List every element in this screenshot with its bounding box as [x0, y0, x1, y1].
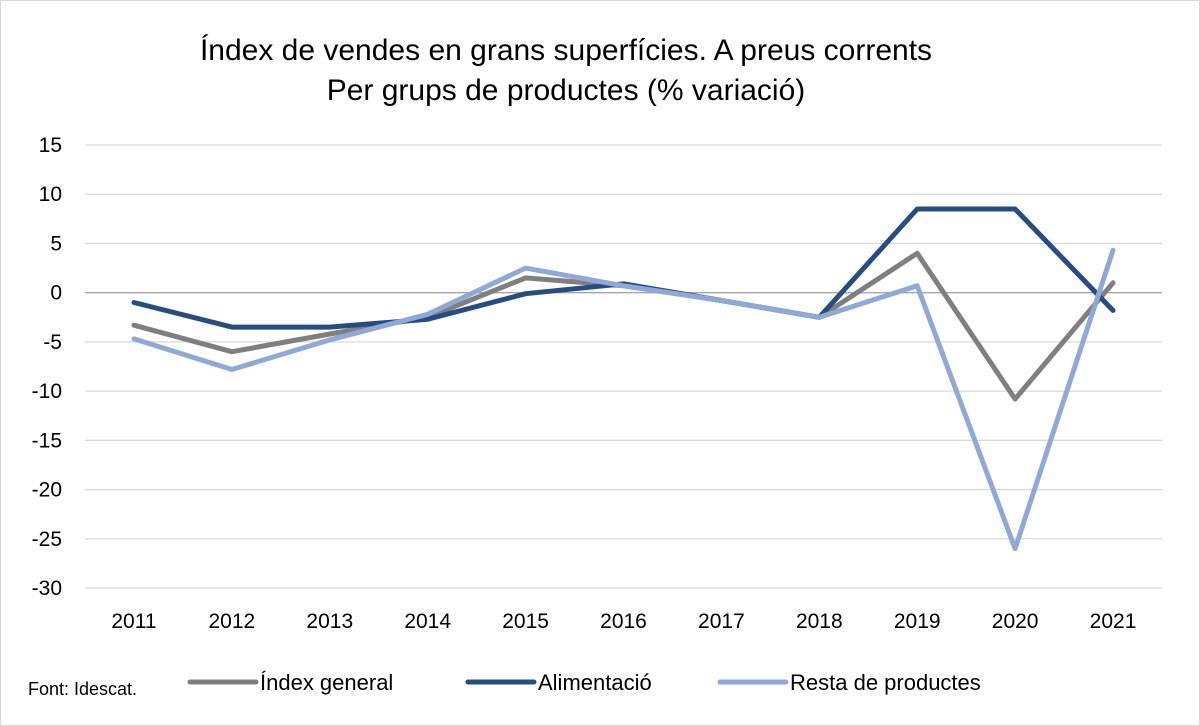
chart-title-line-1: Índex de vendes en grans superfícies. A … — [200, 34, 932, 67]
chart-title-line-2: Per grups de productes (% variació) — [327, 74, 806, 107]
y-tick-label: 0 — [50, 282, 62, 305]
x-tick-label: 2013 — [306, 610, 353, 633]
x-tick-label: 2021 — [1090, 610, 1137, 633]
y-tick-label: -25 — [32, 528, 62, 551]
series-line-2 — [131, 206, 1116, 330]
y-tick-label: 15 — [39, 134, 62, 157]
legend-label: Alimentació — [538, 670, 652, 695]
legend: Índex general Alimentació Resta de product… — [187, 670, 981, 695]
x-tick-label: 2016 — [600, 610, 647, 633]
y-tick-label: 5 — [50, 232, 62, 255]
x-tick-label: 2019 — [894, 610, 941, 633]
y-tick-label: -20 — [32, 479, 62, 502]
x-tick-label: 2015 — [502, 610, 549, 633]
legend-label: Resta de productes — [790, 670, 981, 695]
y-tick-label: -30 — [32, 577, 62, 600]
x-tick-label: 2017 — [698, 610, 745, 633]
y-axis-ticks: 15 10 5 0 -5 -10 -15 -20 -25 -30 — [32, 134, 62, 600]
series-line-3 — [131, 247, 1116, 552]
x-tick-label: 2012 — [209, 610, 256, 633]
y-tick-label: -10 — [32, 380, 62, 403]
x-tick-label: 2011 — [111, 610, 156, 633]
x-tick-label: 2014 — [404, 610, 451, 633]
series-lines — [131, 206, 1116, 552]
x-tick-label: 2018 — [796, 610, 843, 633]
y-tick-label: -15 — [32, 429, 62, 452]
x-tick-label: 2020 — [992, 610, 1039, 633]
legend-label: Índex general — [260, 670, 393, 695]
source-note: Font: Idescat. — [28, 679, 137, 699]
grid-lines — [85, 144, 1162, 589]
x-axis-ticks: 2011 2012 2013 2014 2015 2016 2017 2018 2019 2020… — [111, 610, 1136, 633]
y-tick-label: -5 — [43, 331, 62, 354]
y-tick-label: 10 — [39, 183, 62, 206]
